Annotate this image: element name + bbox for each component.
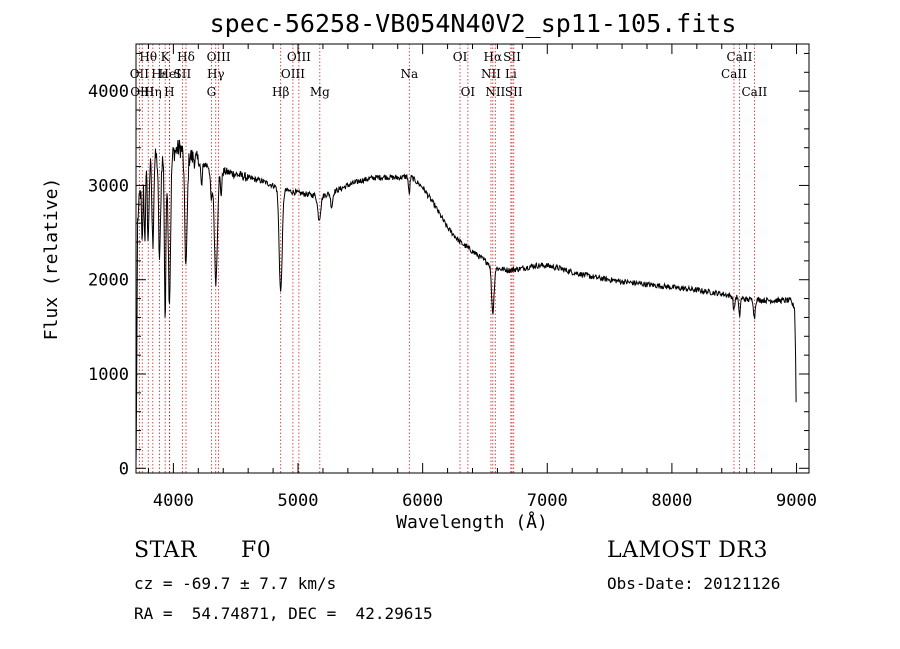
x-axis-label: Wavelength (Å) <box>396 511 548 533</box>
object-subclass: F0 <box>241 538 272 563</box>
line-marker-label: Hα <box>484 50 503 64</box>
y-tick-label: 4000 <box>88 82 129 102</box>
x-tick-label: 5000 <box>278 491 319 511</box>
line-marker-label: G <box>207 85 217 99</box>
line-marker-label: Hθ <box>139 50 157 64</box>
line-marker-label: CaII <box>741 85 767 99</box>
line-marker-label: CaII <box>721 67 747 81</box>
line-marker-label: OIII <box>287 50 311 64</box>
line-marker-label: K <box>161 50 171 64</box>
line-marker-label: OIII <box>281 67 305 81</box>
line-marker-label: Hε <box>151 67 168 81</box>
line-marker-label: OIII <box>207 50 231 64</box>
object-class: STAR <box>134 538 197 563</box>
line-marker-label: OI <box>461 85 476 99</box>
y-axis-label: Flux (relative) <box>41 178 62 341</box>
line-marker-label: Hγ <box>207 67 225 81</box>
y-tick-label: 3000 <box>88 176 129 196</box>
x-axis: 4000 5000 6000 7000 8000 9000 <box>147 44 817 511</box>
survey-name: LAMOST DR3 <box>607 538 768 563</box>
line-marker-label: Li <box>505 67 517 81</box>
line-marker-label: Hβ <box>272 85 289 99</box>
line-marker-label: H <box>164 85 174 99</box>
chart-title: spec-56258-VB054N40V2_sp11-105.fits <box>210 9 737 38</box>
y-tick-label: 2000 <box>88 271 129 291</box>
line-marker-label: CaII <box>727 50 753 64</box>
line-marker-label: NII <box>485 85 505 99</box>
y-axis: 0 1000 2000 3000 4000 <box>88 52 809 479</box>
x-tick-label: 6000 <box>402 491 443 511</box>
redshift-velocity: cz = -69.7 ± 7.7 km/s <box>134 574 337 593</box>
line-marker-label: Mg <box>310 85 330 99</box>
y-tick-label: 1000 <box>88 365 129 385</box>
line-marker-label: SII <box>174 67 192 81</box>
line-marker-label: OI <box>453 50 468 64</box>
x-tick-label: 7000 <box>527 491 568 511</box>
line-marker-label: SII <box>505 85 523 99</box>
y-tick-label: 0 <box>119 459 129 479</box>
line-marker-label: SII <box>503 50 521 64</box>
x-tick-label: 4000 <box>153 491 194 511</box>
line-marker-label: Hη <box>144 85 162 99</box>
x-tick-label: 9000 <box>776 491 817 511</box>
coordinates: RA = 54.74871, DEC = 42.29615 <box>134 604 433 623</box>
line-marker-label: OII <box>130 67 150 81</box>
line-marker-label: Hδ <box>177 50 195 64</box>
observation-date: Obs-Date: 20121126 <box>607 574 781 593</box>
line-marker-label: Na <box>400 67 418 81</box>
x-tick-label: 8000 <box>651 491 692 511</box>
spectrum-line <box>135 139 797 460</box>
line-marker-label: HeI <box>158 67 181 81</box>
plot-frame <box>135 43 810 474</box>
line-marker-label: NII <box>481 67 501 81</box>
